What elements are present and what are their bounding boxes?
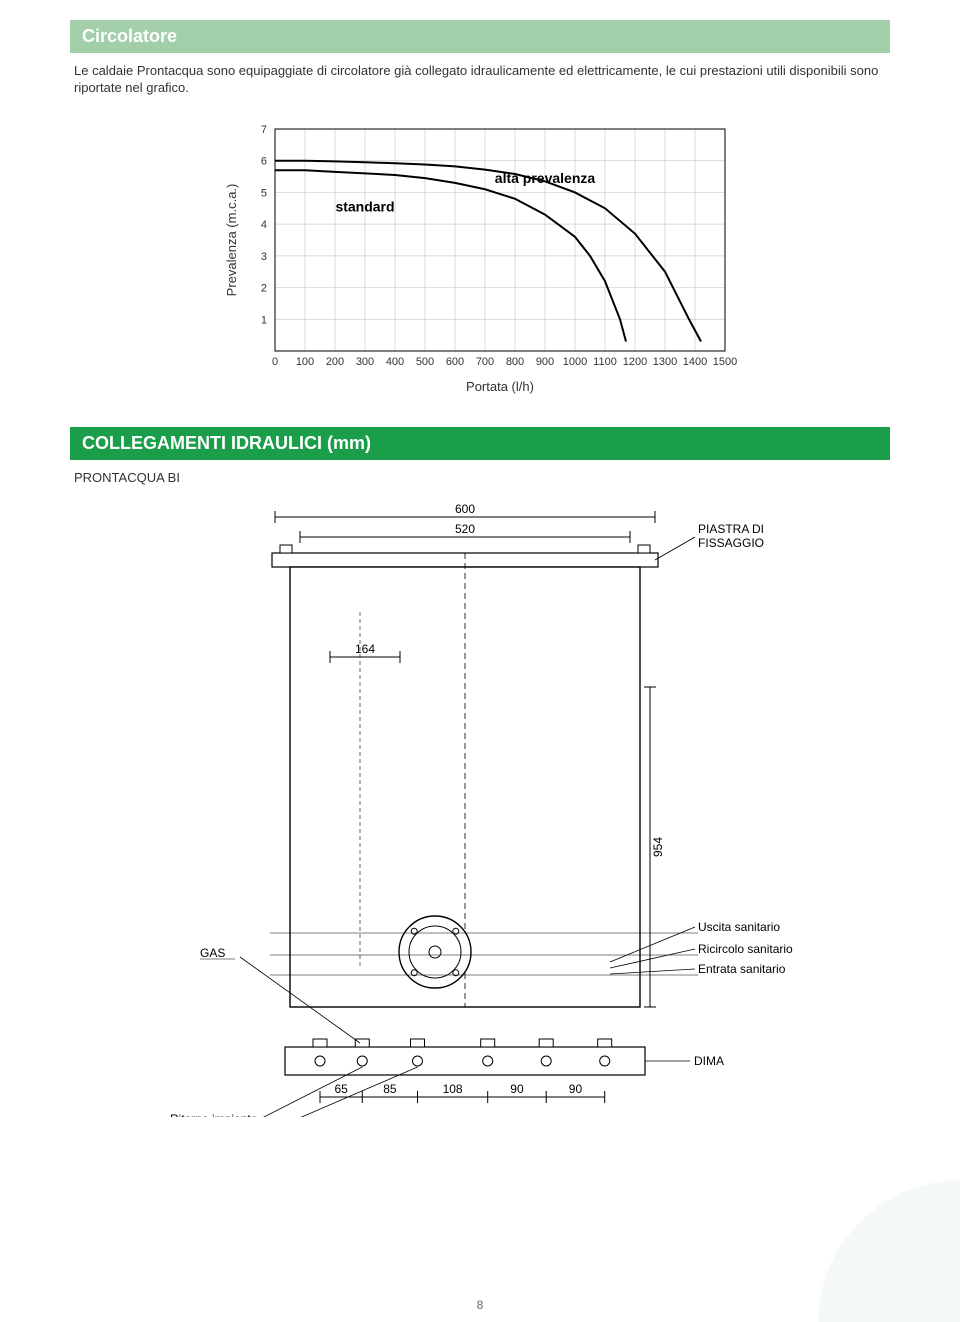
svg-text:1400: 1400 xyxy=(683,356,707,368)
svg-text:85: 85 xyxy=(383,1082,397,1096)
svg-text:1300: 1300 xyxy=(653,356,677,368)
svg-text:3: 3 xyxy=(261,251,267,263)
svg-text:300: 300 xyxy=(356,356,374,368)
page-number: 8 xyxy=(477,1298,484,1312)
svg-text:Prevalenza (m.c.a.): Prevalenza (m.c.a.) xyxy=(224,183,239,296)
svg-text:65: 65 xyxy=(334,1082,348,1096)
svg-text:1100: 1100 xyxy=(593,356,617,368)
svg-text:900: 900 xyxy=(536,356,554,368)
svg-text:4: 4 xyxy=(261,219,267,231)
svg-text:90: 90 xyxy=(510,1082,524,1096)
diagram-subtitle: PRONTACQUA BI xyxy=(74,470,886,485)
svg-text:Ritorno impianto: Ritorno impianto xyxy=(170,1112,258,1117)
section-title-text: COLLEGAMENTI IDRAULICI (mm) xyxy=(82,433,371,453)
svg-text:0: 0 xyxy=(272,356,278,368)
svg-text:600: 600 xyxy=(446,356,464,368)
svg-text:700: 700 xyxy=(476,356,494,368)
svg-text:400: 400 xyxy=(386,356,404,368)
svg-text:500: 500 xyxy=(416,356,434,368)
svg-text:Uscita sanitario: Uscita sanitario xyxy=(698,920,780,934)
svg-text:7: 7 xyxy=(261,124,267,136)
svg-text:GAS: GAS xyxy=(200,946,225,960)
corner-decoration xyxy=(740,1102,960,1322)
svg-text:100: 100 xyxy=(296,356,314,368)
svg-text:1000: 1000 xyxy=(563,356,587,368)
section-title-circolatore: Circolatore xyxy=(70,20,890,53)
svg-text:1500: 1500 xyxy=(713,356,737,368)
svg-text:alta prevalenza: alta prevalenza xyxy=(495,170,596,186)
svg-text:DIMA: DIMA xyxy=(694,1054,724,1068)
svg-text:600: 600 xyxy=(455,502,475,516)
svg-text:954: 954 xyxy=(651,836,665,856)
pump-curve-chart: 0 100 200 300 400 500 600 700 800 900 1000 1100 1200… xyxy=(220,117,740,397)
svg-text:standard: standard xyxy=(335,198,394,214)
svg-text:108: 108 xyxy=(443,1082,463,1096)
svg-text:FISSAGGIO: FISSAGGIO xyxy=(698,536,764,550)
svg-text:520: 520 xyxy=(455,522,475,536)
section-title-collegamenti: COLLEGAMENTI IDRAULICI (mm) xyxy=(70,427,890,460)
svg-text:6: 6 xyxy=(261,155,267,167)
svg-text:Ricircolo sanitario: Ricircolo sanitario xyxy=(698,942,793,956)
svg-text:1: 1 xyxy=(261,314,267,326)
diagram-svg: 600 520 164 954 65 85 108 90 90 PIASTRA DIFISSAGG… xyxy=(160,497,800,1117)
section-title-text: Circolatore xyxy=(82,26,177,46)
chart-svg: 0 100 200 300 400 500 600 700 800 900 1000 1100 1200… xyxy=(220,117,740,397)
section1-paragraph: Le caldaie Prontacqua sono equipaggiate … xyxy=(74,63,886,97)
svg-text:800: 800 xyxy=(506,356,524,368)
svg-text:164: 164 xyxy=(355,642,375,656)
svg-text:PIASTRA DI: PIASTRA DI xyxy=(698,522,764,536)
svg-text:Entrata sanitario: Entrata sanitario xyxy=(698,962,786,976)
svg-text:2: 2 xyxy=(261,282,267,294)
svg-text:200: 200 xyxy=(326,356,344,368)
svg-text:90: 90 xyxy=(569,1082,583,1096)
svg-text:1200: 1200 xyxy=(623,356,647,368)
svg-text:Portata (l/h): Portata (l/h) xyxy=(466,379,534,394)
svg-text:5: 5 xyxy=(261,187,267,199)
hydraulic-diagram: 600 520 164 954 65 85 108 90 90 PIASTRA DIFISSAGG… xyxy=(160,497,800,1122)
